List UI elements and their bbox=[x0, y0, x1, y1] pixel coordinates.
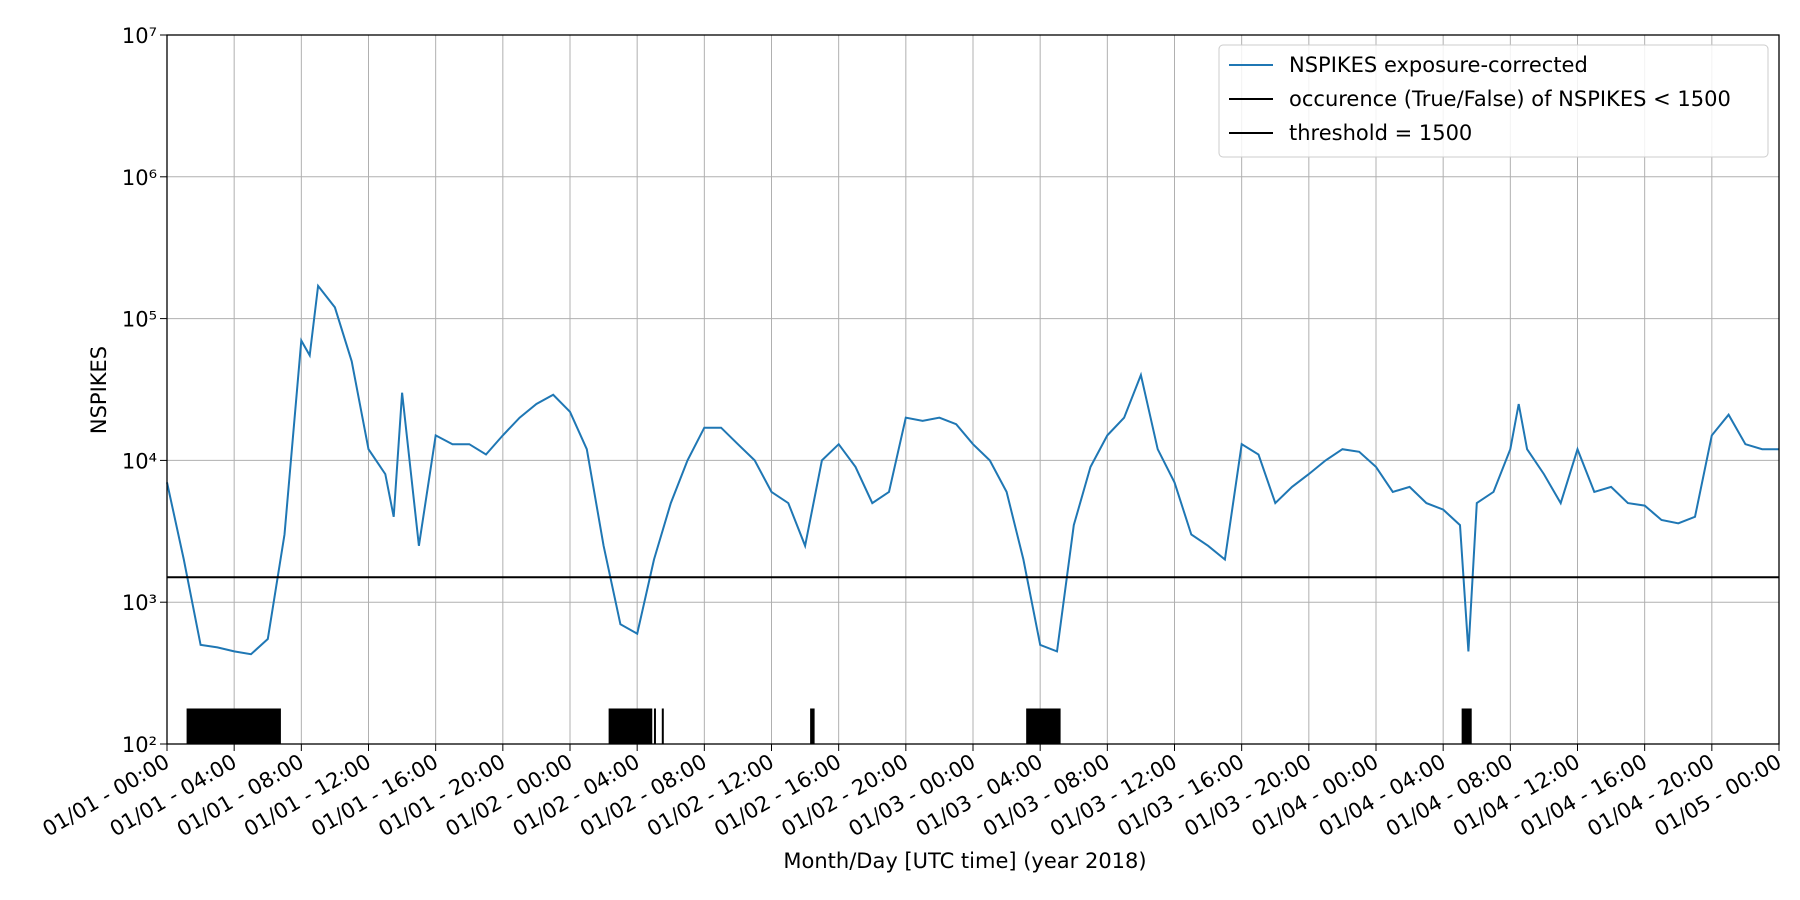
occurrence-block bbox=[1461, 708, 1472, 744]
plot-frame bbox=[166, 34, 1780, 745]
legend-box bbox=[1218, 44, 1769, 158]
x-axis-label: Month/Day [UTC time] (year 2018) bbox=[783, 849, 1146, 873]
y-tick-label: 10³ bbox=[122, 591, 157, 615]
legend-label: occurence (True/False) of NSPIKES < 1500 bbox=[1289, 87, 1731, 111]
occurrence-block bbox=[661, 708, 664, 744]
occurrence-block bbox=[653, 708, 656, 744]
y-tick-label: 10⁴ bbox=[122, 449, 157, 473]
occurrence-block bbox=[810, 708, 815, 744]
occurrence-block bbox=[186, 708, 281, 744]
y-tick-label: 10⁷ bbox=[122, 24, 157, 48]
y-tick-label: 10⁵ bbox=[122, 308, 157, 332]
legend-label: NSPIKES exposure-corrected bbox=[1289, 53, 1588, 77]
plot-area bbox=[166, 283, 1779, 744]
occurrence-block bbox=[608, 708, 653, 744]
legend-label: threshold = 1500 bbox=[1289, 121, 1472, 145]
y-tick-label: 10⁶ bbox=[122, 166, 157, 190]
occurrence-block bbox=[1026, 708, 1061, 744]
y-tick-label: 10² bbox=[122, 733, 157, 757]
y-axis-label: NSPIKES bbox=[87, 346, 111, 434]
data-line bbox=[166, 283, 1779, 656]
